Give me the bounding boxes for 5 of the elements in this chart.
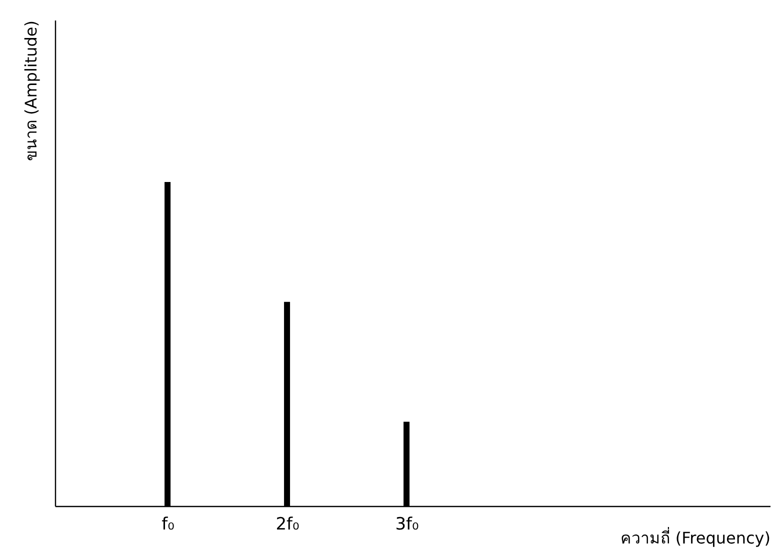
x-axis-title: ความถี่ (Frequency) [620,526,770,548]
x-tick-label: 3f₀ [395,514,420,534]
x-tick-label: f₀ [162,514,175,534]
x-tick-label: 2f₀ [276,514,300,534]
y-axis-title: ขนาด (Amplitude) [22,20,40,162]
